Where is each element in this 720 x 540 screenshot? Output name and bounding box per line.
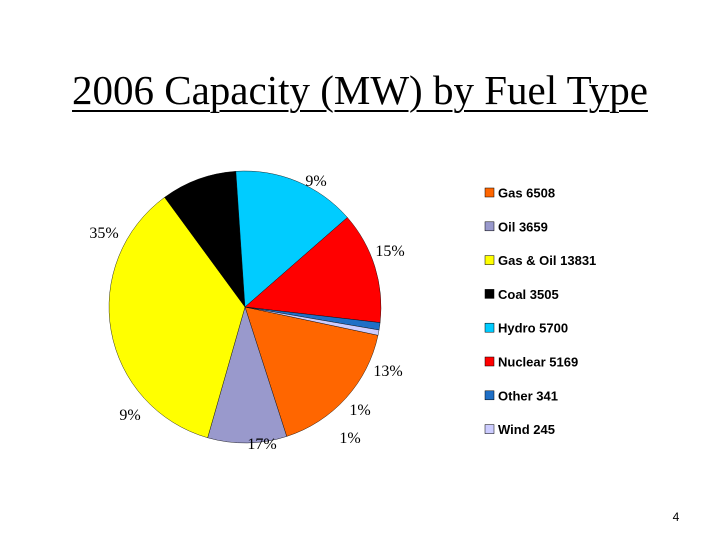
legend-swatch-hydro <box>484 322 495 333</box>
pct-label-gas: 17% <box>247 436 276 453</box>
legend-label-wind: Wind 245 <box>498 422 555 437</box>
pct-label-coal: 9% <box>305 173 326 190</box>
pct-label-other: 1% <box>349 402 370 419</box>
legend-label-oil: Oil 3659 <box>498 219 548 234</box>
pie-percent-labels: 17% 9% 35% 9% 15% 13% 1% 1% <box>89 173 404 453</box>
pct-label-oil: 9% <box>119 407 140 424</box>
legend-label-nuclear: Nuclear 5169 <box>498 355 578 370</box>
legend-label-hydro: Hydro 5700 <box>498 321 568 336</box>
legend-swatch-wind <box>484 424 495 434</box>
legend-label-gas: Gas 6508 <box>498 186 555 201</box>
legend-swatch-oil <box>484 221 495 232</box>
legend-swatch-gas-and-oil <box>484 255 495 265</box>
legend: Gas 6508 Oil 3659 Gas & Oil 13831 Coal 3505… <box>484 186 596 437</box>
legend-label-other: Other 341 <box>498 388 558 403</box>
pie-slices <box>108 170 382 444</box>
pie-slice-hydro <box>235 170 348 308</box>
pct-label-wind: 1% <box>339 430 360 447</box>
pie-slice-nuclear <box>244 217 382 323</box>
pct-label-gas-and-oil: 35% <box>89 225 118 242</box>
pct-label-nuclear: 13% <box>373 363 402 380</box>
legend-swatch-coal <box>484 289 495 299</box>
pie-slice-gas-and-oil <box>108 197 246 439</box>
page-number: 4 <box>672 510 680 524</box>
pie-slice-gas <box>244 306 379 437</box>
legend-label-gas-and-oil: Gas & Oil 13831 <box>498 253 596 268</box>
pct-label-hydro: 15% <box>375 243 404 260</box>
legend-label-coal: Coal 3505 <box>498 287 559 302</box>
slide-title: 2006 Capacity (MW) by Fuel Type <box>72 67 648 113</box>
pie-slice-oil <box>207 306 287 444</box>
legend-swatch-other <box>484 390 495 401</box>
legend-swatch-gas <box>484 187 495 198</box>
pie-slice-wind <box>244 306 380 336</box>
legend-swatch-nuclear <box>484 356 495 367</box>
